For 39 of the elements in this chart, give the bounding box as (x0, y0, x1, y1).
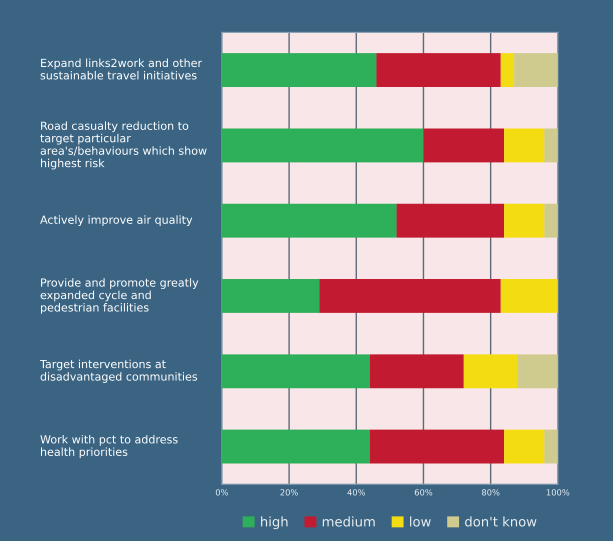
x-tick-label: 80% (482, 489, 500, 496)
bar (544, 430, 558, 464)
legend-label: medium (322, 516, 375, 527)
bar (464, 354, 518, 388)
x-tick-label: 100% (546, 489, 570, 496)
bar (376, 53, 501, 88)
bar (319, 279, 501, 313)
legend-label: low (410, 516, 431, 527)
bar (370, 354, 464, 388)
y-tick-label: Target interventions at disadvantaged communities (40, 360, 198, 383)
y-tick-label: Provide and promote greatly expanded cycle and pedestrian facilities (40, 278, 198, 314)
bar (518, 354, 558, 388)
y-tick-label: Expand links2work and other sustainable travel initiatives (40, 58, 202, 80)
legend-label: high (261, 516, 288, 530)
bar (370, 430, 504, 464)
bar (222, 128, 424, 162)
legend-label: don't know (465, 516, 536, 527)
bar (222, 53, 376, 88)
y-tick-label: Work with pct to address health priorities (40, 434, 178, 458)
x-tick-label: 0% (216, 489, 228, 496)
bar (504, 430, 544, 464)
x-tick-label: 40% (347, 489, 366, 496)
bar (222, 204, 397, 238)
x-tick-label: 20% (280, 489, 298, 496)
bar (222, 354, 370, 388)
bar (544, 128, 558, 162)
bar (222, 279, 320, 313)
bar (504, 204, 544, 238)
bar (544, 204, 558, 238)
y-tick-label: Road casualty reduction to target particular area's/behaviours which show highest risk (40, 121, 207, 170)
bar (504, 128, 544, 162)
bar (514, 53, 558, 88)
x-tick-label: 60% (414, 489, 432, 496)
bar (423, 128, 504, 162)
y-tick-label: Actively improve air quality (40, 215, 192, 226)
bar (222, 430, 370, 464)
bar (500, 53, 514, 88)
bar (500, 279, 558, 313)
bar (396, 204, 504, 238)
